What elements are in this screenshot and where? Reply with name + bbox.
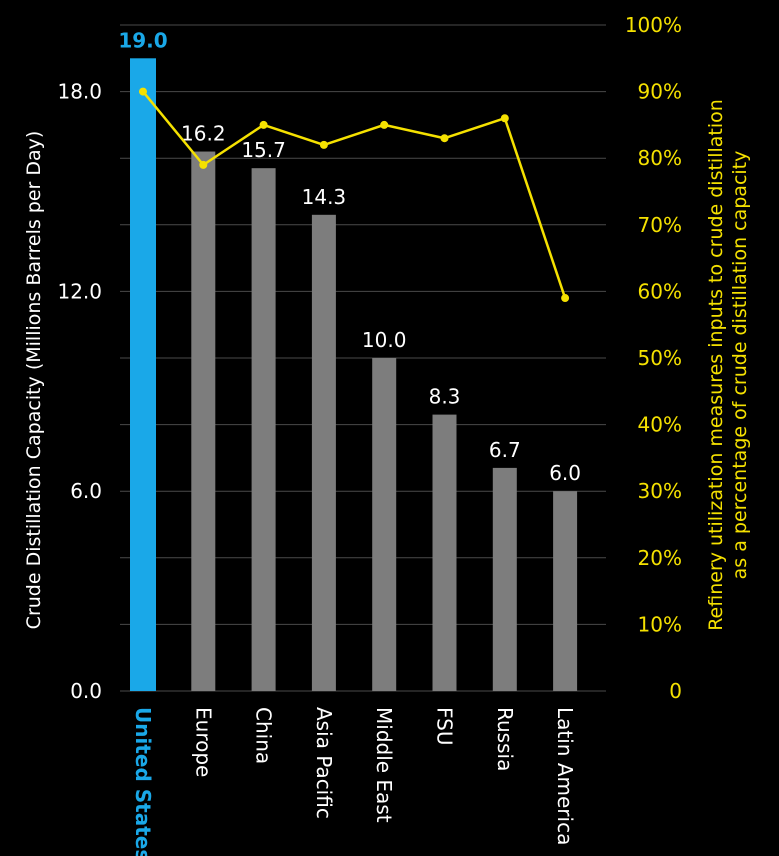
bar-value-label: 16.2 <box>181 122 226 146</box>
right-axis-tick-label: 90% <box>638 80 682 104</box>
left-axis-title: Crude Distillation Capacity (Millions Ba… <box>23 131 45 630</box>
right-axis-tick-label: 70% <box>638 213 682 237</box>
utilization-point <box>319 140 328 149</box>
bar-value-label: 8.3 <box>429 385 461 409</box>
right-axis-title-line-1: Refinery utilization measures inputs to … <box>705 99 727 631</box>
category-label: Asia Pacific <box>312 707 336 819</box>
left-axis-tick-label: 6.0 <box>70 479 102 503</box>
bar-value-label: 19.0 <box>118 28 167 52</box>
bar-russia <box>492 467 517 691</box>
utilization-point <box>561 294 570 303</box>
utilization-point <box>380 120 389 129</box>
left-axis-tick-label: 18.0 <box>57 80 102 104</box>
utilization-point <box>259 120 268 129</box>
bar-value-label: 6.0 <box>549 461 581 485</box>
utilization-point <box>440 134 449 143</box>
right-axis-tick-label: 10% <box>638 612 682 636</box>
utilization-point <box>500 114 509 123</box>
right-axis-tick-label: 20% <box>638 546 682 570</box>
category-label: Russia <box>493 707 517 771</box>
bar-asia-pacific <box>311 214 336 691</box>
utilization-line <box>142 90 567 299</box>
bar-middle-east <box>372 358 397 691</box>
right-axis-tick-label: 50% <box>638 346 682 370</box>
category-label: FSU <box>433 707 457 746</box>
bar-value-label: 14.3 <box>302 185 347 209</box>
utilization-point <box>199 160 208 169</box>
category-label: Middle East <box>372 707 396 823</box>
category-label: Latin America <box>553 707 577 845</box>
bar-united-states <box>130 58 156 692</box>
right-axis-tick-label: 0 <box>669 679 682 703</box>
category-label: China <box>252 707 276 764</box>
right-axis-tick-label: 100% <box>625 13 682 37</box>
bar-china <box>251 168 276 691</box>
category-label: Europe <box>191 707 215 777</box>
left-axis-tick-label: 0.0 <box>70 679 102 703</box>
category-label: United States <box>131 707 155 856</box>
utilization-point <box>139 87 147 96</box>
right-axis-tick-label: 40% <box>638 413 682 437</box>
bar-value-label: 6.7 <box>489 438 521 462</box>
right-axis-title-line-2: as a percentage of crude distillation ca… <box>729 151 751 580</box>
bar-latin-america <box>553 491 578 691</box>
bar-value-label: 15.7 <box>241 138 286 162</box>
bar-fsu <box>432 414 457 691</box>
right-axis-tick-label: 30% <box>638 479 682 503</box>
right-axis-tick-label: 80% <box>638 146 682 170</box>
bar-europe <box>191 151 216 692</box>
right-axis-tick-label: 60% <box>638 279 682 303</box>
left-axis-tick-label: 12.0 <box>57 279 102 303</box>
bar-value-label: 10.0 <box>362 328 407 352</box>
